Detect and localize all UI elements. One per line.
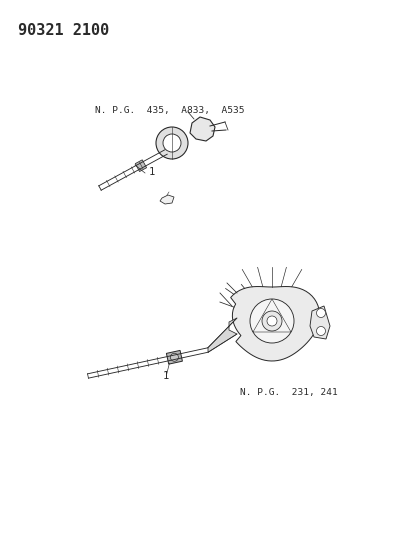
Polygon shape [190, 117, 215, 141]
Polygon shape [135, 160, 147, 172]
Circle shape [250, 299, 294, 343]
Polygon shape [208, 318, 237, 352]
Circle shape [316, 327, 326, 335]
Text: 1: 1 [162, 372, 169, 381]
Text: N. P.G.  435,  A833,  A535: N. P.G. 435, A833, A535 [95, 106, 245, 115]
Polygon shape [231, 287, 320, 361]
Circle shape [156, 127, 188, 159]
Text: 90321 2100: 90321 2100 [18, 23, 109, 38]
Polygon shape [160, 195, 174, 204]
Polygon shape [310, 306, 330, 339]
Circle shape [262, 311, 282, 331]
Text: N. P.G.  231, 241: N. P.G. 231, 241 [240, 388, 338, 397]
Circle shape [267, 316, 277, 326]
Circle shape [170, 353, 178, 361]
Polygon shape [166, 350, 182, 364]
Circle shape [316, 309, 326, 318]
Circle shape [163, 134, 181, 152]
Text: 1: 1 [149, 167, 155, 177]
